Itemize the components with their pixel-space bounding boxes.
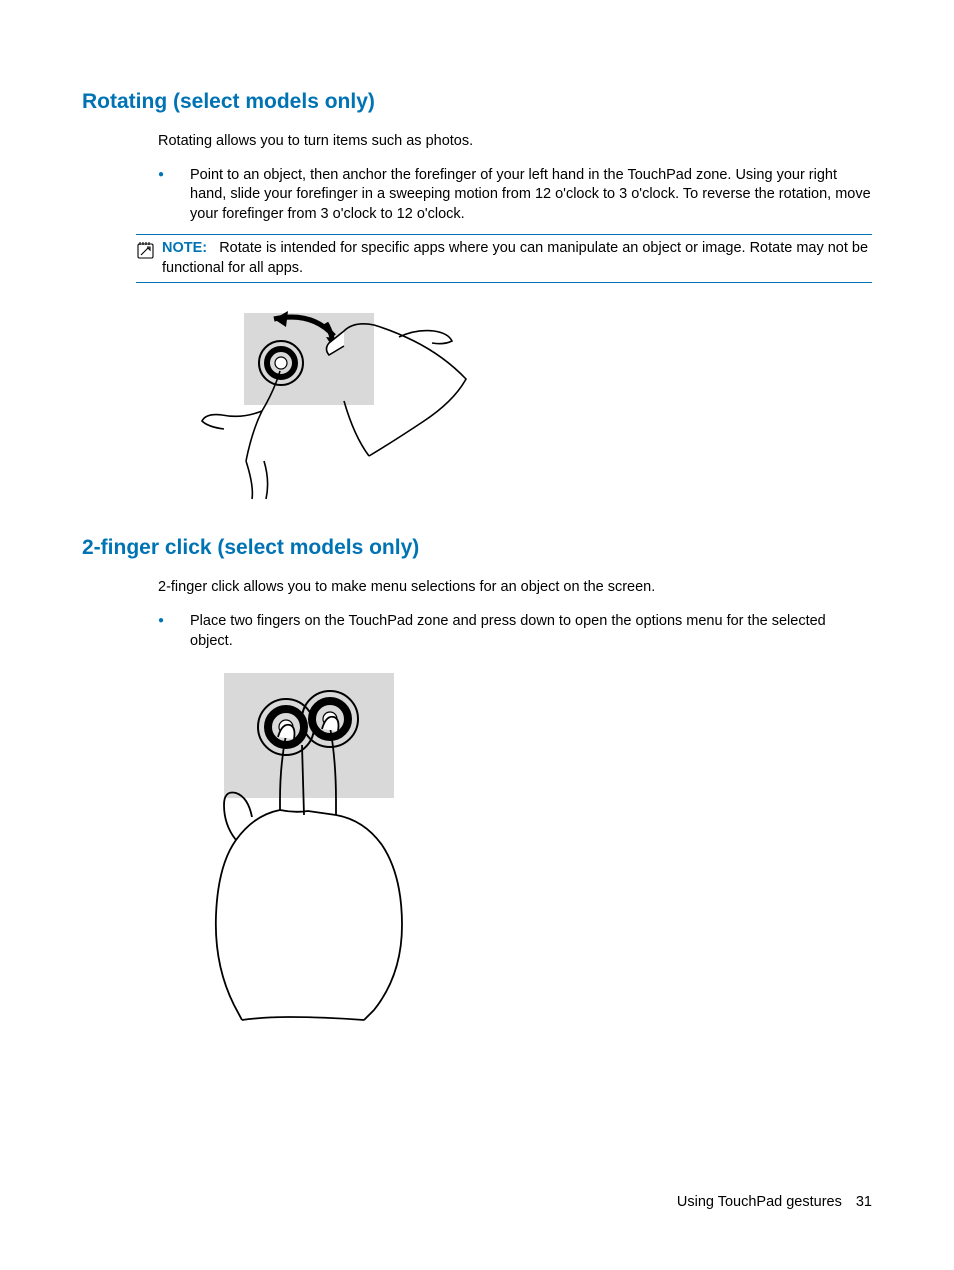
note-icon — [136, 240, 158, 265]
two-finger-bullet-list: Place two fingers on the TouchPad zone a… — [158, 612, 872, 651]
rotating-bullet-item: Point to an object, then anchor the fore… — [158, 166, 872, 225]
footer-section-title: Using TouchPad gestures — [677, 1194, 842, 1210]
document-page: Rotating (select models only) Rotating a… — [0, 0, 954, 1270]
two-finger-intro-text: 2-finger click allows you to make menu s… — [158, 578, 872, 598]
heading-rotating: Rotating (select models only) — [82, 90, 872, 114]
rotating-intro-text: Rotating allows you to turn items such a… — [158, 132, 872, 152]
figure-rotating — [194, 301, 872, 506]
note-body: Rotate is intended for specific apps whe… — [162, 240, 868, 276]
page-footer: Using TouchPad gestures 31 — [677, 1194, 872, 1210]
figure-two-finger-click — [194, 665, 872, 1030]
note-label: NOTE: — [162, 240, 207, 256]
heading-two-finger-click: 2-finger click (select models only) — [82, 536, 872, 560]
footer-page-number: 31 — [856, 1194, 872, 1210]
note-box: NOTE: Rotate is intended for specific ap… — [136, 234, 872, 283]
two-finger-bullet-item: Place two fingers on the TouchPad zone a… — [158, 612, 872, 651]
note-text: NOTE: Rotate is intended for specific ap… — [162, 239, 872, 278]
rotating-bullet-list: Point to an object, then anchor the fore… — [158, 166, 872, 225]
